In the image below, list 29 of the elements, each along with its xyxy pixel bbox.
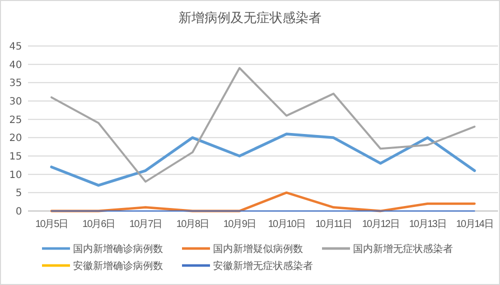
- x-tick-label: 10月14日: [456, 219, 493, 230]
- y-tick-label: 5: [16, 188, 22, 200]
- legend-label: 国内新增确诊病例数: [73, 243, 163, 255]
- y-tick-label: 20: [9, 133, 22, 144]
- y-tick-label: 0: [16, 206, 22, 218]
- y-tick-label: 35: [9, 78, 22, 90]
- chart-title: 新增病例及无症状感染者: [178, 11, 322, 26]
- line-series: [50, 132, 476, 187]
- x-tick-label: 10月13日: [409, 219, 446, 230]
- x-tick-label: 10月7日: [129, 219, 162, 230]
- x-tick-label: 10月5日: [35, 219, 68, 230]
- x-tick-label: 10月9日: [223, 219, 256, 230]
- legend-label: 安徽新增确诊病例数: [73, 260, 163, 272]
- y-tick-label: 15: [9, 152, 22, 162]
- y-tick-label: 25: [9, 114, 22, 126]
- x-tick-label: 10月8日: [176, 219, 209, 230]
- y-tick-label: 40: [9, 60, 22, 71]
- y-tick-label: 10: [9, 170, 22, 181]
- line-series: [50, 67, 476, 183]
- legend-label: 安徽新增无症状感染者: [213, 260, 313, 272]
- x-tick-label: 10月10日: [268, 219, 305, 230]
- legend-label: 国内新增无症状感染者: [353, 243, 453, 255]
- legend-label: 国内新增疑似病例数: [213, 243, 303, 255]
- x-tick-label: 10月6日: [82, 219, 115, 230]
- y-tick-label: 45: [9, 42, 22, 52]
- x-tick-label: 10月11日: [315, 219, 352, 230]
- line-series: [50, 191, 476, 212]
- x-tick-label: 10月12日: [362, 219, 399, 230]
- y-tick-label: 30: [9, 96, 22, 108]
